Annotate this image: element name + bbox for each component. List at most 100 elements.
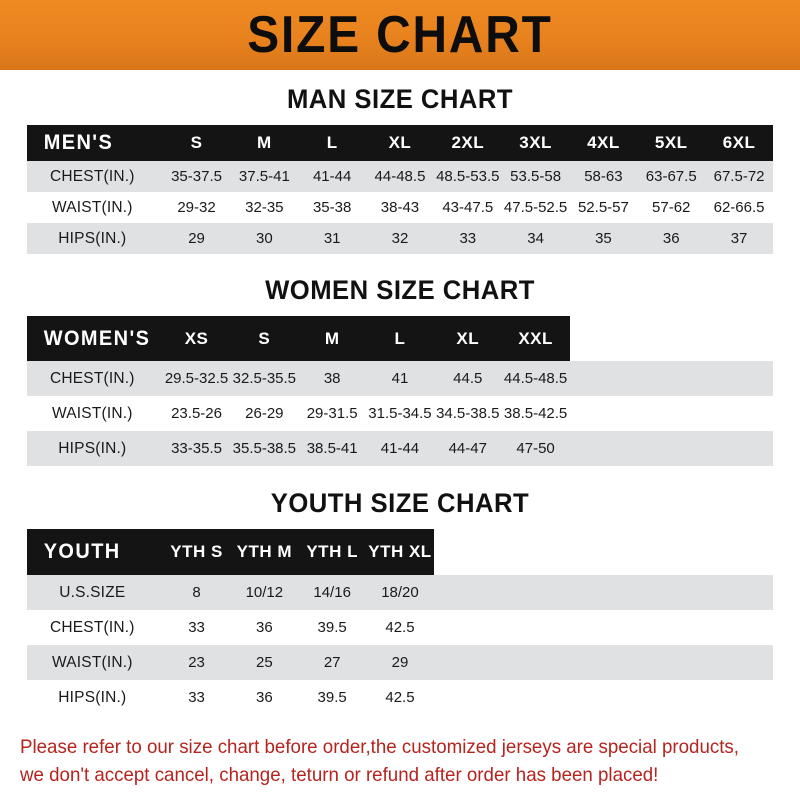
man-cell-0-5: 53.5-58 [510, 168, 562, 185]
table-row: CHEST(IN.) 35-37.5 37.5-41 41-44 44-48.5 48.5… [27, 161, 773, 192]
man-cell-2-0: 29 [188, 230, 205, 247]
youth-cell-3-0: 33 [188, 689, 205, 706]
table-row: WAIST(IN.) 29-32 32-35 35-38 38-43 43-47.5 47.… [27, 192, 773, 223]
women-row-label-2: HIPS(IN.) [58, 439, 127, 457]
youth-cell-2-3: 29 [391, 654, 409, 671]
man-cell-1-4: 43-47.5 [442, 199, 494, 216]
women-cell-1-1: 26-29 [245, 405, 284, 422]
man-cell-0-4: 48.5-53.5 [436, 168, 500, 185]
man-size-header-8: 6XL [722, 133, 756, 152]
man-size-table-body: MEN'S S M L XL 2XL 3XL 4XL 5XL 6XL CHEST(IN.) 35-37… [27, 125, 773, 254]
man-cell-0-3: 44-48.5 [374, 168, 426, 185]
man-cell-1-3: 38-43 [380, 199, 420, 216]
women-cell-1-4: 34.5-38.5 [436, 405, 500, 422]
women-row-filler-0 [570, 361, 774, 396]
youth-cell-0-0: 8 [192, 584, 201, 601]
man-size-header-6: 4XL [587, 133, 620, 152]
section-title-man: MAN SIZE CHART [286, 84, 514, 114]
women-cell-2-0: 33-35.5 [171, 440, 222, 457]
youth-cell-1-3: 42.5 [385, 619, 415, 636]
women-cell-0-2: 38 [323, 370, 341, 387]
man-size-header-5: 3XL [519, 133, 552, 152]
size-chart-content: MAN SIZE CHART MEN'S S M L XL 2XL 3XL 4XL 5XL 6XL… [0, 70, 800, 790]
table-row: U.S.SIZE 8 10/12 14/16 18/20 [27, 575, 773, 610]
man-cell-2-8: 37 [730, 230, 748, 247]
youth-cell-0-1: 10/12 [245, 584, 284, 601]
man-cell-2-7: 36 [662, 230, 680, 247]
youth-cell-2-2: 27 [323, 654, 341, 671]
youth-row-label-3: HIPS(IN.) [58, 688, 127, 706]
man-cell-1-2: 35-38 [312, 199, 352, 216]
table-row: WAIST(IN.) 23.5-26 26-29 29-31.5 31.5-34.5 34… [27, 396, 773, 431]
youth-size-header-3: YTH XL [368, 542, 432, 561]
women-cell-0-0: 29.5-32.5 [164, 370, 229, 387]
youth-cell-2-1: 25 [256, 654, 273, 671]
women-cell-2-5: 47-50 [516, 440, 555, 457]
women-cell-0-4: 44.5 [453, 370, 483, 387]
man-size-header-4: 2XL [451, 133, 485, 152]
man-cell-1-8: 62-66.5 [713, 199, 765, 216]
youth-row-filler-0 [434, 575, 773, 610]
youth-size-table-body: YOUTH YTH S YTH M YTH L YTH XL U.S.SIZE 8 10/12… [27, 529, 773, 715]
women-size-table-body: WOMEN'S XS S M L XL XXL CHEST(IN.) 29.5-32.5 32.5… [27, 316, 773, 466]
table-row: HIPS(IN.) 33-35.5 35.5-38.5 38.5-41 41-44 44-… [27, 431, 773, 466]
man-cell-1-0: 29-32 [177, 199, 216, 216]
women-size-header-1: S [258, 328, 271, 348]
youth-header-filler [433, 529, 773, 575]
man-cell-1-1: 32-35 [245, 199, 284, 216]
order-notice-line-2: we don't accept cancel, change, teturn o… [20, 764, 659, 787]
youth-size-header-2: YTH L [306, 542, 358, 561]
youth-corner-label: YOUTH [43, 540, 121, 563]
man-cell-2-4: 33 [459, 230, 477, 247]
order-notice-line-1: Please refer to our size chart before or… [20, 736, 739, 758]
man-size-header-7: 5XL [654, 133, 688, 152]
man-cell-2-3: 32 [391, 230, 409, 247]
women-size-header-2: M [324, 328, 340, 348]
women-cell-2-4: 44-47 [448, 440, 487, 457]
table-row: CHEST(IN.) 29.5-32.5 32.5-35.5 38 41 44.5 44.5… [27, 361, 773, 396]
youth-row-label-1: CHEST(IN.) [49, 618, 135, 636]
man-cell-2-2: 31 [323, 230, 341, 247]
youth-cell-3-2: 39.5 [317, 689, 347, 706]
women-row-filler-1 [570, 396, 774, 431]
women-corner-label: WOMEN'S [43, 326, 151, 350]
youth-cell-0-3: 18/20 [381, 584, 419, 601]
women-cell-1-2: 29-31.5 [306, 405, 358, 422]
table-row: CHEST(IN.) 33 36 39.5 42.5 [27, 610, 773, 645]
man-cell-0-2: 41-44 [312, 168, 352, 185]
man-cell-2-5: 34 [527, 230, 544, 247]
youth-cell-3-3: 42.5 [385, 689, 415, 706]
man-cell-0-6: 58-63 [584, 168, 623, 185]
youth-row-label-0: U.S.SIZE [59, 583, 126, 601]
women-size-header-4: XL [456, 328, 480, 348]
size-chart-banner: SIZE CHART [0, 0, 800, 70]
youth-cell-1-2: 39.5 [317, 619, 347, 636]
women-cell-0-5: 44.5-48.5 [503, 370, 568, 387]
youth-cell-0-2: 14/16 [313, 584, 351, 601]
man-size-header-2: L [326, 133, 338, 152]
women-cell-1-3: 31.5-34.5 [368, 405, 432, 422]
table-row: HIPS(IN.) 33 36 39.5 42.5 [27, 680, 773, 715]
section-title-youth: YOUTH SIZE CHART [270, 488, 530, 518]
youth-size-header-1: YTH M [236, 542, 293, 561]
women-row-label-0: CHEST(IN.) [49, 369, 135, 387]
man-cell-1-6: 52.5-57 [577, 199, 629, 216]
man-cell-2-6: 35 [595, 230, 612, 247]
man-cell-0-0: 35-37.5 [171, 168, 222, 185]
youth-cell-1-0: 33 [188, 619, 205, 636]
man-cell-0-7: 63-67.5 [645, 168, 697, 185]
man-row-label-0: CHEST(IN.) [49, 167, 135, 185]
women-cell-1-5: 38.5-42.5 [503, 405, 568, 422]
man-cell-0-8: 67.5-72 [713, 168, 765, 185]
youth-cell-2-0: 23 [188, 654, 205, 671]
table-row: HIPS(IN.) 29 30 31 32 33 34 35 36 37 [27, 223, 773, 254]
women-size-header-3: L [394, 328, 406, 348]
man-size-header-0: S [190, 133, 203, 152]
section-title-women: WOMEN SIZE CHART [265, 275, 535, 305]
man-cell-0-1: 37.5-41 [238, 168, 290, 185]
man-row-label-1: WAIST(IN.) [51, 198, 133, 216]
man-size-header-1: M [257, 133, 272, 152]
women-row-filler-2 [570, 431, 774, 466]
youth-row-filler-2 [434, 645, 773, 680]
women-cell-2-3: 41-44 [380, 440, 420, 457]
